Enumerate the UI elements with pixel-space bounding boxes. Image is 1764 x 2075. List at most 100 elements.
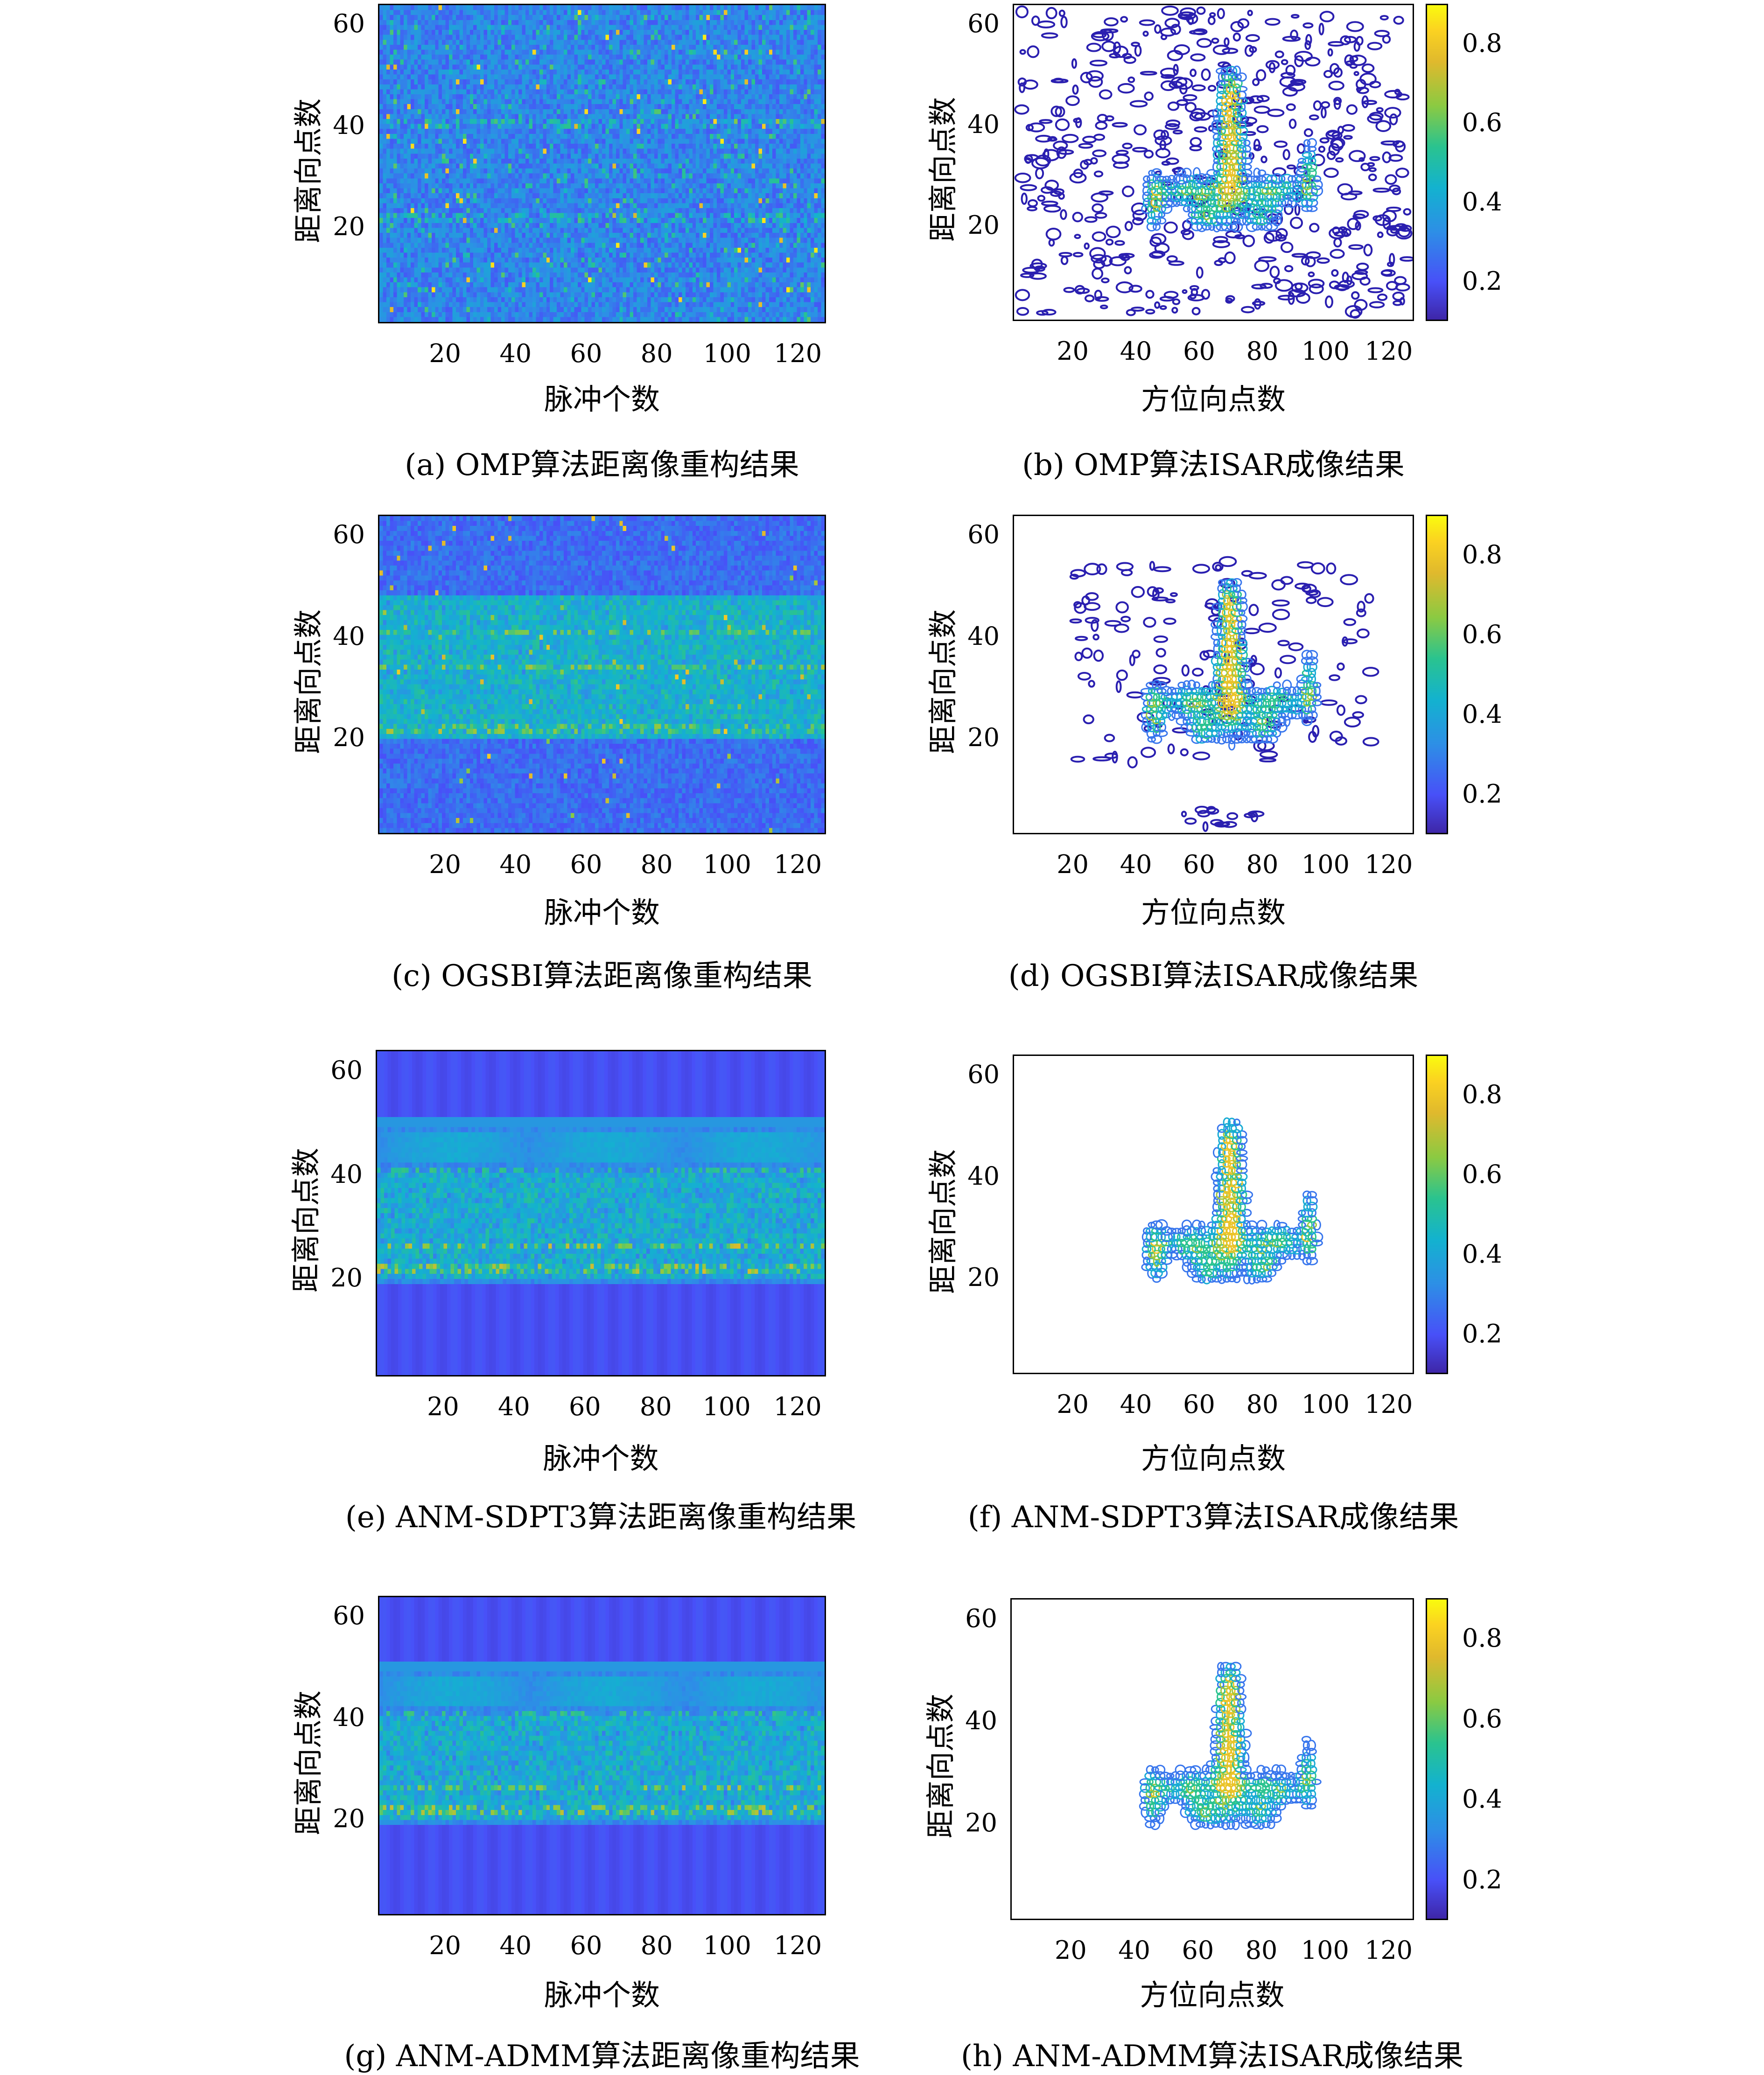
target-contour (1216, 1244, 1228, 1254)
target-contour (1146, 705, 1157, 714)
noise-contour (1346, 275, 1352, 286)
noise-contour (1331, 138, 1344, 151)
noise-contour (1204, 602, 1215, 609)
x-tick-label: 100 (1301, 1935, 1349, 1965)
target-contour (1233, 175, 1241, 183)
target-contour (1243, 1274, 1251, 1285)
noise-contour (1244, 44, 1254, 57)
y-tick-label: 20 (333, 212, 365, 242)
x-axis-label: 方位向点数 (1141, 1441, 1286, 1475)
colorbar-tick-label: 0.6 (1462, 108, 1502, 137)
target-contour (1252, 1238, 1262, 1248)
target-contour (1225, 1213, 1238, 1225)
target-contour (1220, 1667, 1231, 1678)
noise-contour (1247, 810, 1265, 817)
target-contour (1202, 1764, 1210, 1775)
target-contour (1310, 1231, 1323, 1243)
target-contour (1239, 1728, 1252, 1738)
noise-contour (1244, 628, 1260, 635)
target-contour (1232, 203, 1242, 215)
target-contour (1231, 627, 1243, 634)
target-contour (1197, 1275, 1206, 1284)
noise-contour (1374, 30, 1390, 37)
target-contour (1265, 1770, 1277, 1782)
target-contour (1231, 1778, 1240, 1786)
noise-contour (1021, 192, 1028, 205)
target-contour (1175, 1770, 1186, 1782)
noise-contour (1271, 579, 1286, 591)
target-contour (1166, 1778, 1175, 1786)
target-contour (1147, 736, 1156, 743)
target-contour (1218, 597, 1226, 604)
target-contour (1182, 1225, 1192, 1237)
x-tick-label: 80 (639, 1392, 672, 1421)
noise-contour (1349, 55, 1358, 62)
target-contour (1237, 145, 1247, 153)
target-contour (1144, 1815, 1156, 1822)
target-contour (1207, 198, 1217, 207)
target-contour (1171, 1789, 1180, 1800)
target-contour (1238, 609, 1246, 616)
noise-contour (1386, 281, 1398, 291)
noise-contour (1234, 234, 1246, 239)
noise-contour (1164, 123, 1180, 130)
target-contour (1191, 1245, 1202, 1253)
target-contour (1146, 1258, 1157, 1265)
x-tick-label: 40 (497, 1392, 530, 1421)
target-contour (1237, 620, 1246, 630)
target-contour (1306, 1770, 1316, 1782)
target-contour (1217, 1129, 1226, 1140)
colorbar-tick-label: 0.8 (1462, 539, 1502, 569)
target-contour (1232, 1818, 1240, 1830)
noise-contour (1329, 674, 1341, 681)
target-contour (1302, 157, 1312, 164)
target-contour (1232, 601, 1242, 612)
target-contour (1307, 1789, 1316, 1799)
noise-contour (1265, 60, 1280, 70)
noise-contour (1252, 78, 1260, 86)
target-contour (1192, 716, 1201, 727)
noise-contour (1115, 281, 1134, 293)
target-contour (1217, 1153, 1227, 1164)
noise-contour (1250, 663, 1265, 676)
noise-contour (1149, 251, 1164, 259)
colorbar-tick-label: 0.6 (1462, 619, 1502, 649)
noise-contour (1043, 205, 1061, 213)
target-contour (1218, 80, 1226, 86)
target-contour (1226, 1226, 1238, 1236)
noise-contour (1124, 221, 1133, 231)
target-contour (1212, 1147, 1221, 1158)
noise-contour (1286, 103, 1296, 111)
noise-contour (1127, 76, 1135, 83)
noise-contour (1252, 300, 1266, 306)
noise-contour (1318, 146, 1326, 153)
target-contour (1266, 685, 1278, 697)
target-contour (1190, 1807, 1201, 1817)
noise-contour (1093, 133, 1106, 141)
target-contour (1243, 140, 1251, 147)
target-contour (1232, 65, 1241, 77)
target-contour (1161, 1257, 1173, 1265)
target-contour (1273, 681, 1281, 689)
x-tick-label: 120 (773, 850, 822, 879)
noise-contour (1142, 30, 1149, 37)
noise-contour (1058, 9, 1065, 17)
target-contour (1176, 1778, 1185, 1785)
noise-contour (1050, 105, 1062, 117)
noise-contour (1153, 664, 1167, 675)
x-tick-label: 100 (1301, 336, 1350, 366)
plot-area-b (1013, 4, 1414, 321)
noise-contour (1069, 573, 1079, 580)
noise-contour (1386, 225, 1404, 231)
target-contour (1228, 1251, 1236, 1259)
target-contour (1247, 728, 1257, 738)
target-contour (1215, 1803, 1226, 1810)
target-contour (1307, 1208, 1317, 1218)
target-contour (1176, 193, 1188, 201)
target-contour (1241, 704, 1253, 714)
noise-contour (1072, 84, 1079, 95)
noise-contour (1330, 249, 1345, 259)
noise-contour (1395, 168, 1409, 178)
noise-contour (1031, 15, 1040, 26)
noise-contour (1126, 309, 1136, 316)
